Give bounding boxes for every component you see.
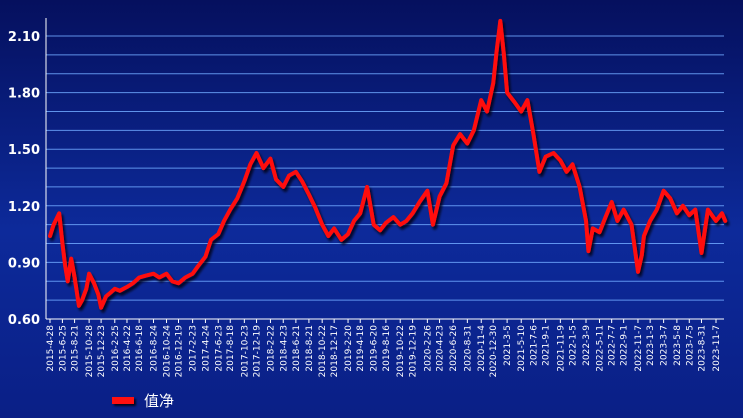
x-tick-label: 2017-6-23	[214, 325, 224, 372]
x-tick-label: 2017-12-19	[253, 325, 263, 378]
x-tick-label: 2019-6-20	[370, 325, 380, 372]
x-tick-label: 2018-10-22	[318, 325, 328, 377]
x-tick-label: 2016-12-19	[174, 325, 184, 378]
x-tick-label: 2023-5-8	[673, 325, 683, 366]
legend-swatch	[112, 397, 134, 404]
series-line	[48, 18, 728, 310]
x-tick-label: 2017-2-23	[189, 325, 199, 372]
x-tick-label: 2018-8-21	[305, 325, 315, 372]
x-tick-label: 2015-6-25	[58, 325, 68, 372]
x-tick-label: 2020-11-4	[477, 325, 487, 372]
x-tick-label: 2019-2-20	[344, 325, 354, 372]
x-tick-label: 2018-12-17	[330, 325, 340, 377]
x-tick-label: 2023-3-7	[660, 325, 670, 366]
x-tick-label: 2022-3-9	[582, 325, 592, 366]
x-tick-label: 2021-5-10	[517, 325, 527, 372]
x-tick-label: 2017-8-18	[226, 325, 236, 372]
x-tick-label: 2023-11-7	[712, 325, 722, 372]
x-tick-label: 2022-7-7	[608, 325, 618, 366]
x-tick-label: 2019-4-18	[356, 325, 366, 372]
axes	[45, 18, 724, 323]
y-tick-labels: 0.60 0.90 1.20 1.50 1.80 2.10	[8, 30, 40, 328]
x-tick-label: 2019-8-16	[382, 325, 392, 372]
legend-label: 值净	[144, 392, 175, 410]
x-tick-label: 2018-6-21	[292, 325, 302, 372]
y-tick-label: 0.60	[8, 313, 40, 328]
y-tick-label: 2.10	[8, 30, 40, 45]
x-tick-label: 2019-12-19	[409, 325, 419, 378]
x-tick-label: 2016-4-22	[123, 325, 133, 372]
series-layer	[48, 18, 728, 310]
x-tick-label: 2023-8-31	[697, 325, 707, 372]
x-tick-label: 2020-4-23	[436, 325, 446, 372]
x-tick-labels: 2015-4-28 2015-6-25 2015-8-21 2015-10-28 201…	[46, 325, 722, 378]
x-tick-label: 2016-6-18	[135, 325, 145, 372]
legend: 值净	[112, 390, 174, 411]
x-tick-label: 2021-7-6	[529, 325, 539, 366]
x-tick-label: 2015-8-21	[71, 325, 81, 372]
x-tick-label: 2022-5-11	[595, 325, 605, 372]
x-tick-label: 2021-3-5	[503, 325, 513, 366]
x-tick-label: 2016-8-24	[149, 325, 159, 372]
x-tick-label: 2020-8-31	[463, 325, 473, 372]
x-tick-label: 2023-7-5	[685, 325, 695, 366]
y-tick-label: 1.50	[8, 143, 40, 158]
y-tick-label: 0.90	[8, 256, 40, 271]
x-tick-label: 2022-11-7	[634, 325, 644, 372]
x-tick-label: 2022-9-1	[620, 325, 630, 366]
x-tick-label: 2021-9-1	[542, 325, 552, 366]
x-tick-label: 2019-10-22	[396, 325, 406, 377]
x-tick-label: 2022-1-5	[569, 325, 579, 366]
x-tick-label: 2020-2-26	[423, 325, 433, 372]
x-tick-label: 2018-2-22	[266, 325, 276, 372]
x-tick-label: 2016-10-24	[163, 325, 173, 378]
x-tick-label: 2015-10-28	[85, 325, 95, 378]
x-tick-label: 2023-1-3	[646, 325, 656, 366]
x-tick-label: 2015-4-28	[46, 325, 56, 372]
x-tick-label: 2020-12-30	[489, 325, 499, 378]
x-tick-label: 2021-11-9	[556, 325, 566, 372]
x-tick-label: 2015-12-23	[97, 325, 107, 377]
y-tick-label: 1.20	[8, 200, 40, 215]
x-tick-label: 2017-4-24	[201, 325, 211, 372]
x-tick-label: 2017-10-23	[240, 325, 250, 377]
x-tick-label: 2016-2-25	[111, 325, 121, 372]
x-tick-label: 2018-4-23	[279, 325, 289, 372]
y-tick-label: 1.80	[8, 87, 40, 102]
x-tick-label: 2020-6-26	[449, 325, 459, 372]
